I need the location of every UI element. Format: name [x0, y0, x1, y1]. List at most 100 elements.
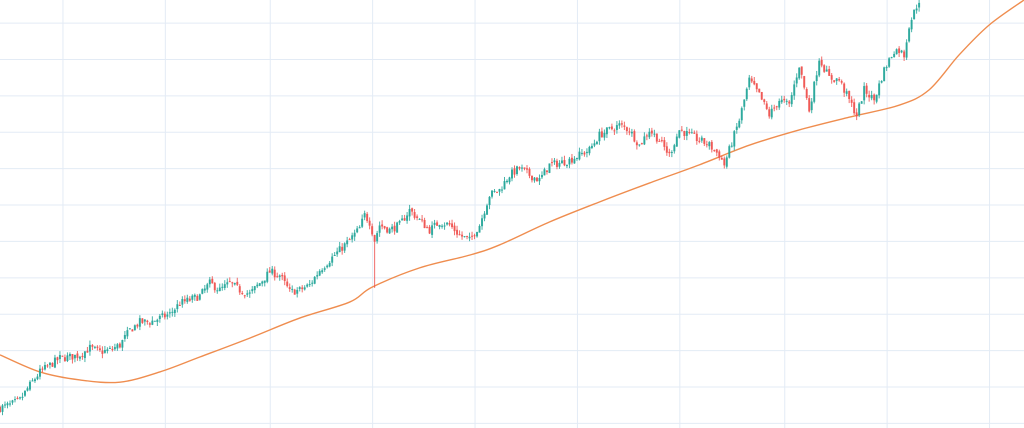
candle [868, 90, 871, 102]
candle [163, 311, 166, 320]
candle-body [126, 330, 129, 337]
candle [461, 231, 464, 240]
candle-body [765, 103, 768, 109]
candle [408, 204, 411, 221]
candle-body [83, 351, 86, 359]
candle [411, 207, 414, 216]
candle [278, 274, 281, 281]
candle [46, 363, 49, 368]
candle [366, 211, 369, 223]
candle [570, 153, 573, 165]
candle-body [893, 53, 896, 57]
candle [376, 230, 379, 244]
candle [723, 156, 726, 169]
candle-body [416, 216, 419, 218]
candle [93, 345, 96, 349]
candle [753, 76, 756, 86]
candle-body [720, 157, 723, 160]
candle-body [478, 225, 481, 233]
candle [903, 49, 906, 61]
candle [703, 137, 706, 147]
candle [58, 351, 61, 364]
candle-body [813, 81, 816, 102]
candle-body [735, 126, 738, 130]
candle [371, 223, 374, 237]
candle-body [8, 403, 11, 405]
candle [788, 99, 791, 108]
candle-body [640, 143, 643, 145]
candle-body [715, 149, 718, 153]
candle-body [246, 293, 249, 295]
candle [13, 396, 16, 403]
candle [648, 128, 651, 140]
candle [323, 266, 326, 272]
candle-body [223, 284, 226, 288]
candle-body [583, 152, 586, 155]
candle-body [258, 283, 261, 286]
candle-body [266, 271, 269, 282]
candle [171, 307, 174, 317]
candle-body [91, 345, 94, 347]
candle-body [883, 67, 886, 82]
candle [106, 347, 109, 354]
candle [880, 80, 883, 84]
candle-body [193, 294, 196, 297]
candle [700, 135, 703, 143]
candle [488, 196, 491, 210]
candle [680, 126, 683, 132]
candle-body [843, 83, 846, 93]
candle [251, 286, 254, 294]
candle [603, 129, 606, 141]
candle [743, 99, 746, 111]
candle [121, 339, 124, 351]
candle-body [113, 347, 116, 350]
candle-body [915, 8, 918, 11]
candle [153, 320, 156, 322]
candle-body [540, 174, 543, 178]
candle-body [805, 89, 808, 98]
candle-body [625, 127, 628, 132]
candle-body [590, 145, 593, 149]
candle-body [11, 400, 14, 403]
candle [226, 278, 229, 288]
candle-body [441, 225, 444, 227]
candle [176, 300, 179, 313]
candle-body [138, 318, 141, 327]
candle-body [550, 162, 553, 164]
candle-body [598, 131, 601, 142]
candle [101, 346, 104, 359]
candle-body [36, 376, 39, 380]
candle-body [780, 99, 783, 103]
candle-body [431, 225, 434, 235]
candle [86, 346, 89, 353]
candle [913, 9, 916, 20]
candle [885, 65, 888, 72]
candle [770, 104, 773, 120]
candle [231, 281, 234, 288]
candle [398, 219, 401, 225]
candle-body [358, 227, 361, 229]
candle [358, 225, 361, 229]
candle-body [38, 368, 41, 377]
candle-body [685, 131, 688, 136]
candle [560, 156, 563, 164]
candle-body [218, 287, 221, 292]
candle-body [538, 177, 541, 182]
candle [221, 283, 224, 291]
candle-body [196, 295, 199, 301]
candle [453, 222, 456, 236]
candle [3, 401, 6, 409]
candle [68, 352, 71, 361]
candle-body [181, 299, 184, 305]
candle-body [580, 152, 583, 154]
moving-average-line [0, 0, 1024, 384]
candle-body [26, 388, 29, 391]
candle-body [755, 83, 758, 90]
candle-body [318, 270, 321, 276]
candle [698, 137, 701, 144]
candle-body [391, 226, 394, 230]
candle [451, 219, 454, 229]
candle-body [908, 28, 911, 42]
candle-body [570, 157, 573, 163]
candle [138, 315, 141, 331]
